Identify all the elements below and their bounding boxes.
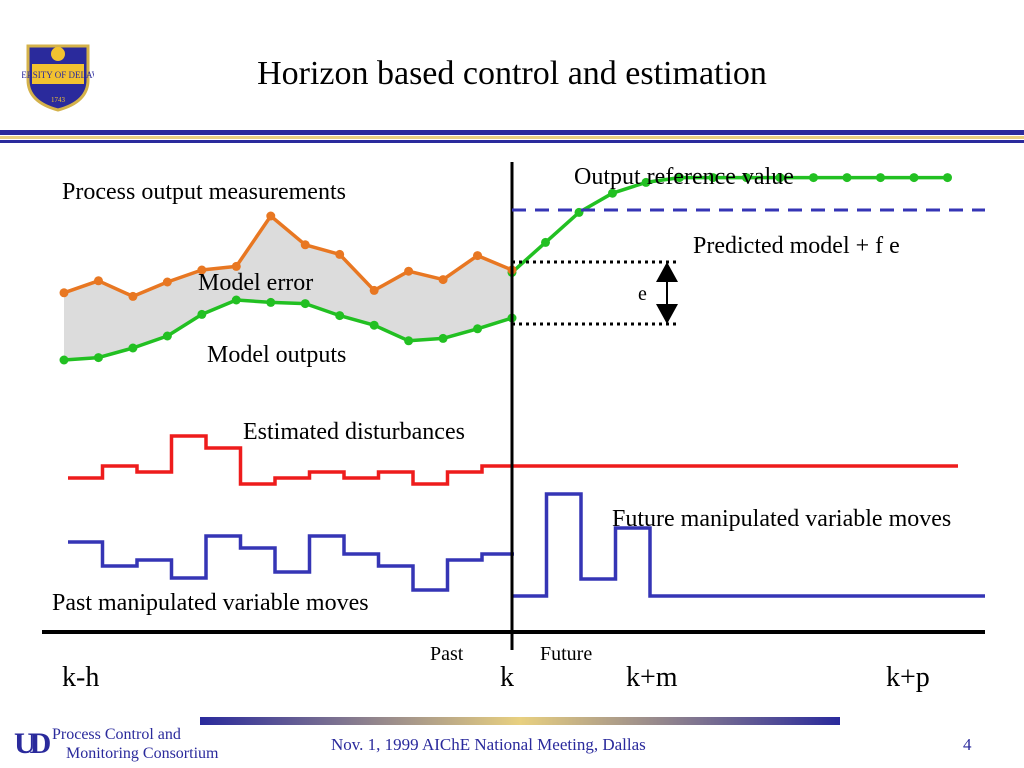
process-output-label: Process output measurements (62, 179, 346, 205)
model-output-point (404, 336, 414, 346)
past-moves-line (68, 534, 514, 592)
page-title: Horizon based control and estimation (257, 55, 767, 92)
measurement-point (369, 285, 379, 295)
model-error-area (64, 216, 512, 360)
predicted-point (641, 177, 651, 187)
predicted-model-label: Predicted model + f e (693, 233, 900, 259)
predicted-point (909, 173, 919, 183)
predicted-point (876, 173, 885, 183)
process-output-line (63, 214, 513, 299)
page-number: 4 (963, 735, 972, 754)
model-output-point (162, 331, 172, 341)
predicted-point (608, 188, 617, 198)
future-moves-label: Future manipulated variable moves (612, 506, 952, 532)
model-outputs-line (63, 298, 513, 362)
logo-text: UNIVERSITY OF DELAWARE (22, 70, 94, 80)
header-divider (0, 130, 1024, 143)
model-outputs-label: Model outputs (207, 342, 347, 368)
error-arrow-down-icon (656, 304, 678, 324)
measurement-point (197, 265, 207, 275)
predicted-point (675, 173, 684, 183)
past-moves-label: Past manipulated variable moves (52, 590, 369, 616)
predicted-point (943, 173, 952, 183)
predicted-point (842, 173, 852, 183)
measurement-point (93, 276, 103, 286)
past-label: Past (430, 643, 464, 665)
measurement-point (335, 249, 345, 259)
model-output-point (128, 343, 138, 353)
measurement-point (128, 291, 138, 301)
measurement-point (231, 261, 241, 271)
model-output-point (231, 295, 241, 305)
tick-k: k (500, 662, 514, 693)
model-error-label: Model error (198, 270, 314, 296)
error-e-label: e (638, 283, 647, 305)
estimated-disturbances-label: Estimated disturbances (243, 419, 465, 445)
ud-logo-icon: UD (14, 727, 51, 760)
tick-k-plus-m: k+m (626, 662, 678, 693)
tick-k-plus-p: k+p (886, 662, 930, 693)
predicted-point (541, 237, 550, 247)
model-output-point (266, 297, 276, 307)
future-label: Future (540, 643, 593, 665)
measurement-point (438, 275, 448, 285)
university-logo: UNIVERSITY OF DELAWARE 1743 (0, 40, 118, 112)
logo-year: 1743 (51, 96, 66, 104)
footer-bar (200, 717, 840, 725)
future-moves-line (512, 492, 985, 598)
model-output-point (369, 320, 379, 330)
model-output-point (335, 311, 345, 321)
estimated-disturbances-line (68, 434, 958, 486)
model-output-point (300, 299, 310, 309)
predicted-point (708, 173, 718, 183)
measurement-point (162, 277, 172, 287)
model-output-point (59, 355, 69, 365)
model-output-point (438, 333, 448, 343)
model-output-point (93, 353, 103, 363)
measurement-point (59, 288, 69, 298)
measurement-point (300, 240, 310, 250)
measurement-point (404, 266, 414, 276)
model-error-fill (64, 216, 512, 360)
output-reference-label: Output reference value (574, 164, 794, 190)
university-shield-icon: UNIVERSITY OF DELAWARE 1743 (0, 44, 118, 112)
consortium-line-2: Monitoring Consortium (66, 745, 219, 762)
measurement-point (266, 211, 276, 221)
consortium-line-1: Process Control and (52, 726, 181, 743)
measurement-point (473, 251, 483, 261)
meeting-info: Nov. 1, 1999 AIChE National Meeting, Dal… (331, 735, 646, 754)
error-arrow-up-icon (656, 262, 678, 282)
predicted-point (809, 173, 818, 183)
predicted-point (775, 173, 785, 183)
model-output-point (197, 309, 207, 319)
tick-k-minus-h: k-h (62, 662, 100, 693)
predicted-point (742, 173, 751, 183)
model-output-point (473, 324, 483, 334)
